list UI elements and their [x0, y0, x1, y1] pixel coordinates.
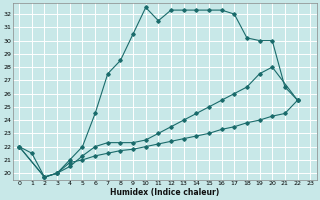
X-axis label: Humidex (Indice chaleur): Humidex (Indice chaleur): [110, 188, 219, 197]
